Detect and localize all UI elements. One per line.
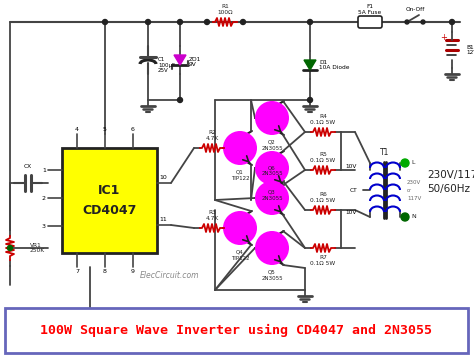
Text: 8: 8 [103,269,107,274]
Text: 100W Square Wave Inverter using CD4047 and 2N3055: 100W Square Wave Inverter using CD4047 a… [40,324,432,337]
Circle shape [240,19,246,24]
Circle shape [405,20,409,24]
Circle shape [146,19,151,24]
Circle shape [255,181,289,215]
Polygon shape [304,60,316,70]
Circle shape [255,231,289,265]
Circle shape [204,19,210,24]
Text: ElecCircuit.com: ElecCircuit.com [140,270,200,279]
Text: 1: 1 [42,167,46,172]
Text: CX: CX [24,164,32,169]
Bar [62,148,157,253]
Text: B1
12V: B1 12V [466,45,474,55]
Text: 6: 6 [131,127,135,132]
Text: Q5
2N3055: Q5 2N3055 [261,270,283,281]
Circle shape [223,131,257,165]
Text: On-Off: On-Off [405,7,425,12]
Circle shape [401,159,409,167]
Bar [5,308,468,353]
Circle shape [449,19,455,24]
Text: N: N [411,215,416,220]
Text: +: + [440,33,447,42]
Text: R4
0.1Ω 5W: R4 0.1Ω 5W [310,114,336,125]
Text: T1: T1 [380,148,390,157]
FancyBboxPatch shape [358,16,382,28]
Text: L: L [411,161,414,166]
Text: Q3
2N3055: Q3 2N3055 [261,190,283,201]
Text: 230V/117V
50/60Hz: 230V/117V 50/60Hz [427,170,474,194]
Text: 9: 9 [131,269,135,274]
Text: Q6
2N3055: Q6 2N3055 [261,165,283,176]
Text: R7
0.1Ω 5W: R7 0.1Ω 5W [310,255,336,266]
Text: Q1
TIP122: Q1 TIP122 [231,170,249,181]
Text: C1
100μF
25V: C1 100μF 25V [158,57,175,73]
Text: R5
0.1Ω 5W: R5 0.1Ω 5W [310,152,336,163]
Text: R1
100Ω: R1 100Ω [217,4,233,15]
Text: D1
10A Diode: D1 10A Diode [319,60,349,71]
Text: 10V: 10V [346,165,357,170]
Circle shape [8,246,12,251]
Circle shape [255,101,289,135]
Text: 11: 11 [159,217,167,222]
Text: 4: 4 [75,127,79,132]
Text: ZO1
9V: ZO1 9V [189,57,201,67]
Text: 5: 5 [103,127,107,132]
Text: 230V: 230V [407,180,421,184]
Text: 117V: 117V [407,195,421,201]
Text: or: or [407,188,412,193]
Circle shape [177,98,182,103]
Text: 3: 3 [42,224,46,229]
Circle shape [401,213,409,221]
Text: R2
4.7K: R2 4.7K [205,130,219,141]
Text: R3
4.7K: R3 4.7K [205,210,219,221]
Circle shape [223,211,257,245]
Circle shape [102,19,108,24]
Circle shape [308,19,312,24]
Text: 10V: 10V [346,211,357,216]
Text: F1
5A Fuse: F1 5A Fuse [358,4,382,15]
Circle shape [255,151,289,185]
Text: 10: 10 [159,175,167,180]
Text: Q2
2N3055: Q2 2N3055 [261,140,283,151]
Text: R6
0.1Ω 5W: R6 0.1Ω 5W [310,192,336,203]
Text: IC1
CD4047: IC1 CD4047 [82,184,137,216]
Circle shape [421,20,425,24]
Text: VR1
250K: VR1 250K [30,243,45,253]
Text: Q4
TIP122: Q4 TIP122 [231,250,249,261]
Text: 7: 7 [75,269,79,274]
Polygon shape [174,55,186,65]
Circle shape [308,98,312,103]
Text: CT: CT [349,188,357,193]
Text: 2: 2 [42,195,46,201]
Circle shape [177,19,182,24]
